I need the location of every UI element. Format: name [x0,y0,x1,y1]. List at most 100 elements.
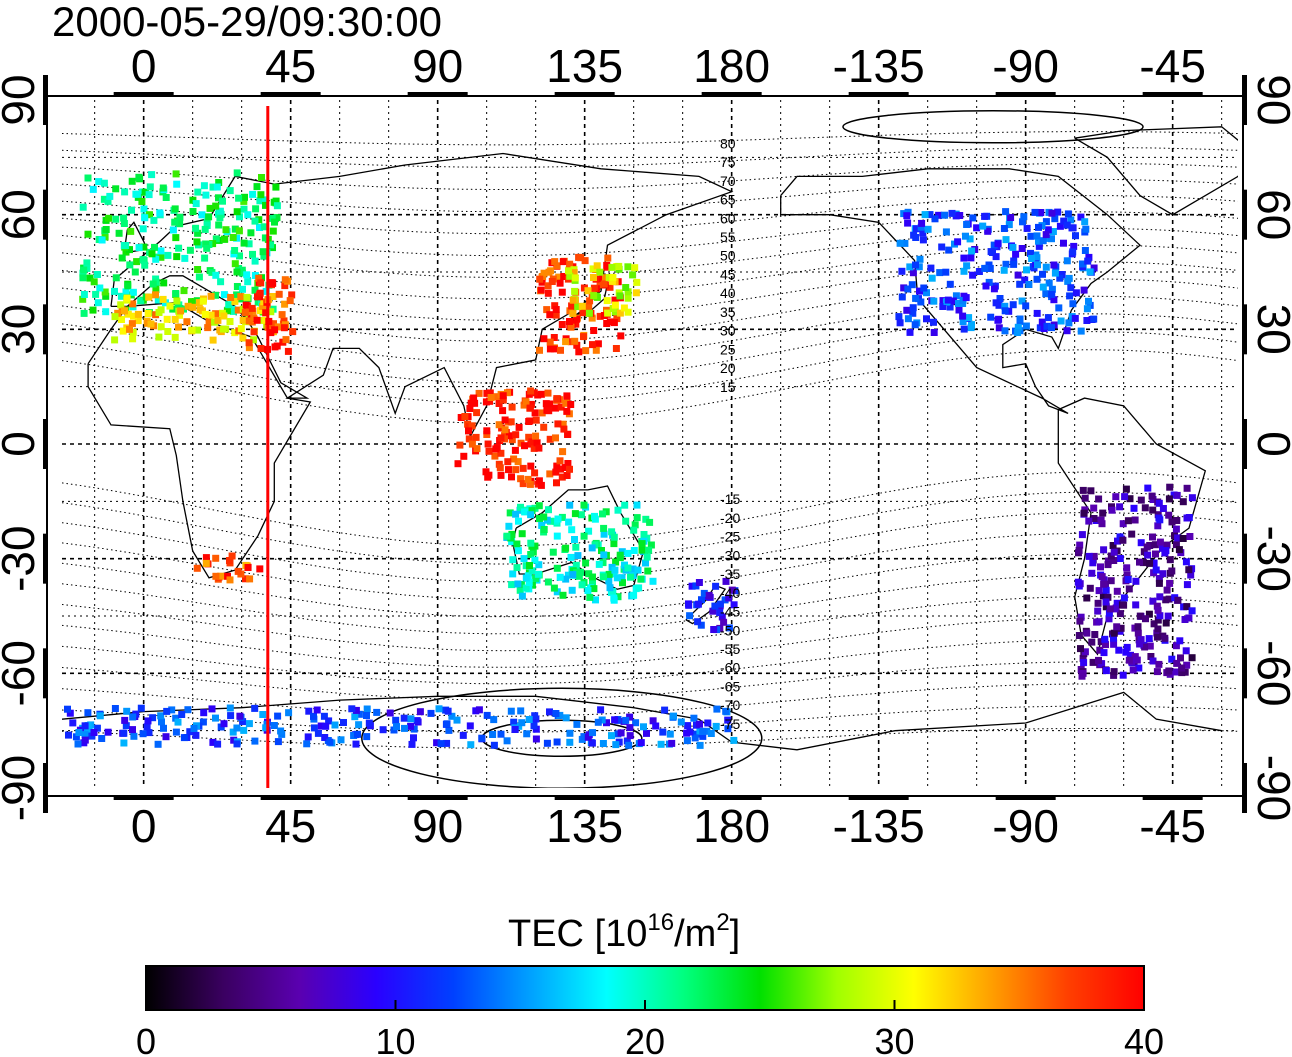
tec-pixel [537,390,545,398]
tec-pixel [666,730,674,738]
tec-pixel [262,724,270,732]
tec-pixel [111,287,118,295]
tec-pixel [104,197,112,205]
tec-pixel [1019,218,1026,226]
tec-pixel [1110,548,1118,556]
tec-pixel [584,287,592,295]
tec-pixel [603,719,610,727]
contour-label: -55 [720,641,740,657]
tec-pixel [532,416,540,424]
tec-pixel [588,739,596,747]
tec-pixel [321,734,329,741]
tec-pixel [637,575,645,583]
tec-pixel [118,254,126,262]
tec-pixel [566,260,574,268]
left-lat-label: 60 [0,189,44,240]
tec-pixel [90,729,98,736]
coastline [1074,126,1238,216]
tec-pixel [569,571,577,579]
tec-pixel [249,250,256,258]
tec-pixel [212,310,220,318]
tec-pixel [1081,494,1089,502]
tec-pixel [590,284,598,292]
tec-pixel [909,269,917,277]
tec-pixel [262,309,270,317]
coastline [62,691,1222,751]
tec-pixel [239,718,247,726]
left-frame-tick [43,763,48,813]
tec-pixel [89,185,97,193]
tec-pixel [413,717,421,725]
tec-pixel [1168,567,1176,575]
tec-pixel [995,324,1003,332]
contour-label: -15 [720,491,740,507]
tec-pixel [1014,323,1022,331]
tec-pixel [163,315,171,323]
tec-pixel [83,259,91,267]
contour-label: 15 [720,379,736,395]
tec-pixel [527,511,535,519]
tec-pixel [79,274,87,282]
tec-pixel [1127,651,1134,659]
tec-pixel [531,469,539,477]
tec-pixel [544,389,552,397]
tec-pixel [1075,632,1083,639]
tec-pixel [1166,483,1174,491]
contour-label: -35 [720,566,740,582]
tec-pixel [193,238,201,246]
tec-pixel [515,722,523,730]
tec-pixel [212,714,219,722]
tec-pixel [128,320,136,328]
tec-pixel [930,318,937,326]
tec-pixel [514,580,522,588]
tec-pixel [245,317,253,325]
tec-pixel [242,301,250,309]
tec-pixel [987,313,995,321]
magnetic-latitude-contours [62,110,1238,788]
tec-pixel [168,706,176,714]
tec-pixel [992,253,1000,261]
tec-pixel [267,329,275,337]
tec-pixel [1128,530,1136,538]
tec-pixel [530,444,538,452]
tec-pixel [683,729,691,737]
tec-pixel [326,738,334,746]
tec-pixel [526,417,534,425]
tec-pixel [1122,485,1130,493]
tec-pixel [235,227,243,235]
tec-pixel [134,310,142,318]
tec-pixel [941,211,949,219]
tec-pixel [683,737,691,745]
tec-pixel [433,739,441,747]
tec-pixel [559,258,567,266]
tec-pixel [633,514,641,522]
tec-pixel [172,714,180,722]
top-lon-label: -135 [833,40,925,92]
tec-pixel [141,261,149,269]
tec-pixel [598,716,606,724]
tec-pixel [606,318,614,326]
tec-pixel [540,513,548,521]
tec-pixel [1094,607,1102,615]
tec-pixel [707,730,715,737]
tec-pixel [624,308,632,316]
tec-pixel [571,274,579,282]
tec-pixel [982,282,990,290]
tec-pixel [527,462,535,470]
tec-pixel [1176,637,1184,645]
tec-pixel [184,706,192,714]
tec-pixel [144,717,152,725]
tec-pixel [543,739,551,747]
tec-pixel [700,589,708,597]
tec-pixel [1097,563,1104,571]
tec-pixel [1172,642,1180,650]
tec-pixel [1023,224,1031,232]
tec-pixel [231,225,239,233]
tec-pixel [1172,668,1180,676]
mag-lat-contour [62,349,1238,425]
tec-pixel [269,293,277,300]
tec-pixel [596,268,604,276]
tec-pixel [1060,217,1068,225]
right-lat-label: -30 [1248,525,1292,591]
tec-pixel [900,284,908,292]
